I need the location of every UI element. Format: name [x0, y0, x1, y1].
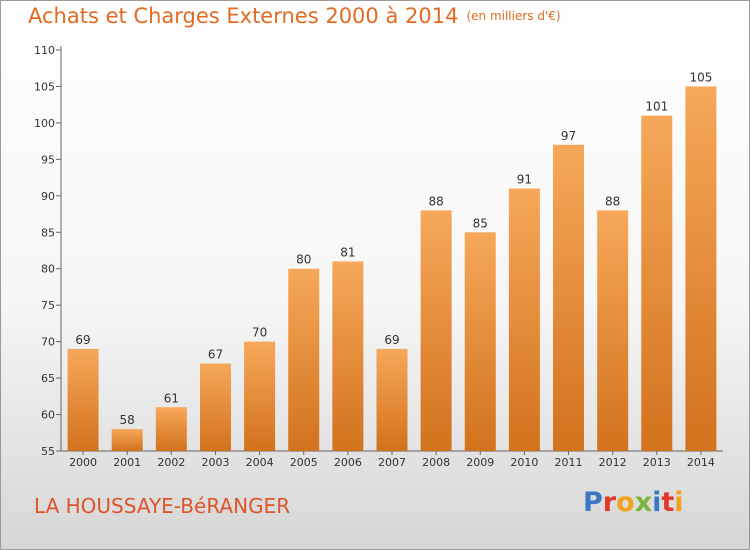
chart-unit: (en milliers d'€) — [466, 9, 561, 23]
data-label-2008: 88 — [428, 194, 443, 208]
y-tick-label: 60 — [41, 409, 55, 422]
y-tick-label: 70 — [41, 336, 55, 349]
x-tick-label-2007: 2007 — [378, 456, 406, 469]
y-tick-label: 80 — [41, 263, 55, 276]
y-tick-label: 85 — [41, 226, 55, 239]
x-tick-label-2011: 2011 — [555, 456, 583, 469]
x-tick-label-2012: 2012 — [599, 456, 627, 469]
bar-2004 — [244, 341, 276, 451]
data-label-2014: 105 — [689, 70, 712, 84]
bar-2012 — [597, 210, 629, 451]
data-label-2011: 97 — [561, 129, 576, 143]
x-tick-label-2008: 2008 — [422, 456, 450, 469]
bar-2010 — [508, 188, 540, 451]
bar-2011 — [553, 144, 585, 452]
bar-2009 — [464, 232, 496, 451]
y-tick-label: 55 — [41, 445, 55, 458]
x-tick-label-2003: 2003 — [201, 456, 229, 469]
chart-labels: 2000 69 2001 58 2002 61 2003 67 2004 70 2005 80 2006… — [69, 70, 715, 469]
data-label-2006: 81 — [340, 245, 355, 259]
data-label-2003: 67 — [208, 348, 223, 362]
data-label-2009: 85 — [473, 216, 488, 230]
x-tick-label-2000: 2000 — [69, 456, 97, 469]
commune-name: LA HOUSSAYE-BéRANGER — [34, 494, 291, 518]
data-label-2007: 69 — [384, 333, 399, 347]
y-tick-label: 65 — [41, 372, 55, 385]
x-tick-label-2013: 2013 — [643, 456, 671, 469]
proxiti-logo: Proxiti — [583, 487, 684, 518]
x-tick-label-2001: 2001 — [113, 456, 141, 469]
bar-2014 — [685, 86, 717, 452]
data-label-2004: 70 — [252, 326, 267, 340]
y-tick-label: 100 — [34, 117, 55, 130]
y-tick-label: 95 — [41, 153, 55, 166]
x-tick-label-2002: 2002 — [157, 456, 185, 469]
x-tick-label-2004: 2004 — [246, 456, 274, 469]
bar-2005 — [288, 268, 320, 451]
data-label-2012: 88 — [605, 194, 620, 208]
data-label-2002: 61 — [164, 391, 179, 405]
y-tick-label: 75 — [41, 299, 55, 312]
bar-2002 — [155, 407, 187, 451]
chart-title-text: Achats et Charges Externes 2000 à 2014 — [28, 4, 459, 28]
bar-2001 — [111, 429, 143, 451]
x-tick-label-2010: 2010 — [510, 456, 538, 469]
bar-2003 — [199, 363, 231, 451]
x-tick-label-2006: 2006 — [334, 456, 362, 469]
x-tick-label-2005: 2005 — [290, 456, 318, 469]
data-label-2013: 101 — [645, 100, 668, 114]
y-tick-label: 110 — [34, 44, 55, 57]
data-label-2000: 69 — [75, 333, 90, 347]
bar-2008 — [420, 210, 452, 451]
data-label-2010: 91 — [517, 173, 532, 187]
bar-2000 — [67, 348, 99, 451]
data-label-2005: 80 — [296, 253, 311, 267]
x-tick-label-2009: 2009 — [466, 456, 494, 469]
chart-title: Achats et Charges Externes 2000 à 2014 (e… — [28, 4, 561, 28]
x-tick-label-2014: 2014 — [687, 456, 715, 469]
bar-2006 — [332, 261, 364, 451]
chart-bars — [67, 86, 717, 452]
y-tick-label: 105 — [34, 80, 55, 93]
y-tick-label: 90 — [41, 190, 55, 203]
bar-2013 — [641, 115, 673, 452]
bar-2007 — [376, 348, 408, 451]
data-label-2001: 58 — [120, 413, 135, 427]
